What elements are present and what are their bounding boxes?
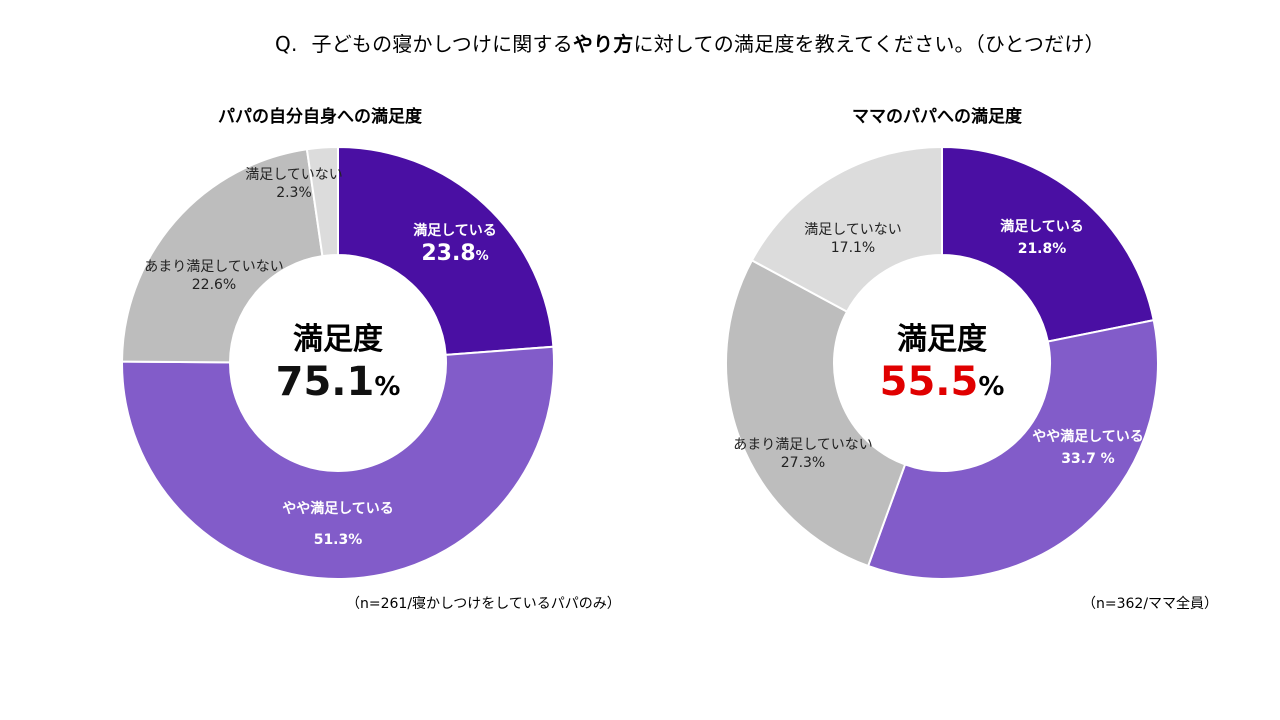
slice-label-papa-notmuch: あまり満足していない 22.6% (144, 258, 284, 294)
center-title: 満足度 (897, 322, 987, 357)
sample-note-papa: （n=261/寝かしつけをしているパパのみ） (346, 596, 621, 612)
slice-name: やや満足している (1032, 429, 1144, 445)
slice-label-papa-somewhat: やや満足している 51.3% (282, 494, 394, 556)
slice-value: 27.3% (780, 455, 826, 472)
chart-title-papa: パパの自分自身への満足度 (218, 107, 422, 127)
donut-slice-0-3 (305, 145, 339, 258)
center-value: 55.5 (879, 359, 979, 405)
donut-slice-0-0 (337, 145, 555, 356)
donut-slice-1-1 (866, 318, 1159, 580)
chart-title-mama: ママのパパへの満足度 (852, 107, 1022, 127)
slice-value: 23.8 (421, 241, 476, 267)
center-value: 75.1 (275, 359, 375, 405)
slice-name: 満足していない (245, 167, 343, 183)
slice-label-mama-not: 満足していない 17.1% (804, 221, 902, 257)
question-prefix: Q. (275, 32, 298, 56)
slice-name: 満足している (413, 223, 497, 239)
question-part1: 子どもの寝かしつけに関する (311, 32, 573, 56)
slice-label-mama-notmuch: あまり満足していない 27.3% (733, 436, 873, 472)
slice-name: やや満足している (282, 501, 394, 517)
slice-value: 51.3% (313, 531, 363, 548)
donut-slice-1-3 (750, 145, 943, 314)
donut-slice-0-2 (120, 148, 324, 364)
slice-label-mama-satisfied: 満足している 21.8% (1000, 216, 1084, 261)
center-value-wrap: 75.1% (228, 358, 448, 411)
center-unit: % (978, 372, 1005, 402)
center-value-wrap: 55.5% (832, 358, 1052, 411)
donut-slice-0-1 (121, 345, 555, 580)
slice-name: 満足している (1000, 219, 1084, 235)
slice-value: 22.6% (191, 277, 237, 294)
slice-name: あまり満足していない (144, 259, 284, 275)
slice-name: 満足していない (804, 222, 902, 238)
center-title: 満足度 (293, 322, 383, 357)
slice-name: あまり満足していない (733, 437, 873, 453)
center-unit: % (374, 372, 401, 402)
question-text: Q. 子どもの寝かしつけに関するやり方に対しての満足度を教えてください。（ひとつだ… (275, 28, 1175, 57)
sample-note-mama: （n=362/ママ全員） (1082, 596, 1219, 612)
slice-label-papa-satisfied: 満足している 23.8% (413, 222, 497, 269)
donut-mama (725, 145, 1159, 580)
donut-slice-1-2 (725, 258, 907, 568)
slice-label-papa-not: 満足していない 2.3% (245, 166, 343, 202)
slice-value: 33.7 % (1061, 451, 1115, 468)
donut-papa (120, 145, 555, 580)
slice-value: 17.1% (830, 240, 876, 257)
center-label-papa: 満足度 75.1% (228, 322, 448, 411)
question-part2: に対しての満足度を教えてください。（ひとつだけ） (633, 32, 1105, 56)
slice-value: 21.8% (1017, 241, 1067, 258)
donut-slice-1-0 (941, 145, 1155, 343)
slice-value: 2.3% (276, 185, 312, 202)
slice-unit: % (475, 249, 489, 265)
slice-label-mama-somewhat: やや満足している 33.7 % (1032, 426, 1144, 471)
center-label-mama: 満足度 55.5% (832, 322, 1052, 411)
question-bold: やり方 (572, 32, 634, 56)
